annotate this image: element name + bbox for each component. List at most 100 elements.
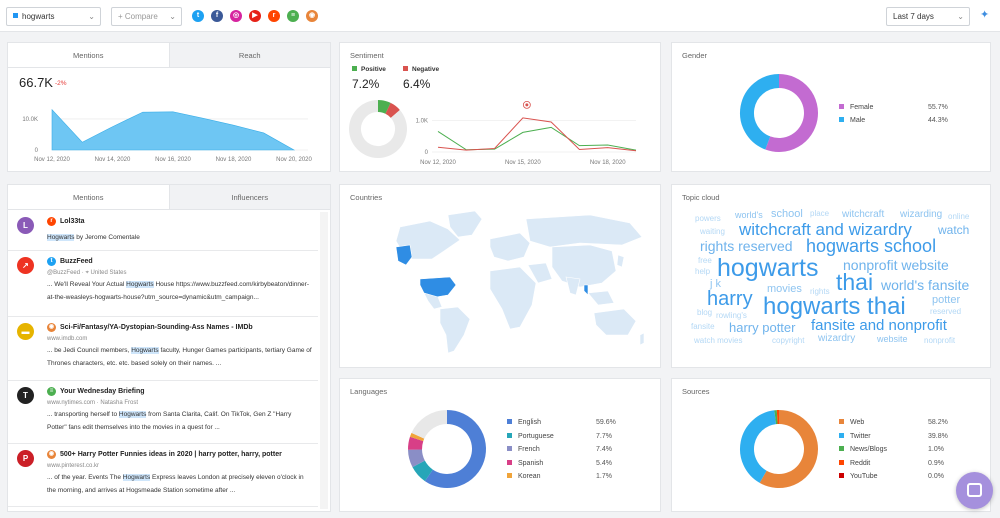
positive-legend: Positive xyxy=(352,66,386,73)
list-item[interactable]: ▬ ◉ Sci-Fi/Fantasy/YA-Dystopian-Sounding-A… xyxy=(8,317,318,381)
mention-snippet: ... be Jedi Council members, Hogwarts fa… xyxy=(47,345,312,370)
sources-legend-twitter: Twitter 39.8% xyxy=(839,432,959,440)
author-name[interactable]: Your Wednesday Briefing xyxy=(60,388,145,395)
portuguese-slice xyxy=(412,460,434,482)
card-title: Countries xyxy=(350,193,383,202)
topic-word[interactable]: wizardry xyxy=(818,333,856,344)
topic-word[interactable]: copyright xyxy=(772,336,805,345)
topic-word[interactable]: rights reserved xyxy=(700,238,793,254)
x-tick-label: Nov 14, 2020 xyxy=(95,157,131,163)
topic-word[interactable]: thai xyxy=(836,269,874,295)
topic-word[interactable]: hogwarts thai xyxy=(763,293,906,320)
keyword-highlight: Hogwarts xyxy=(122,474,151,481)
negative-value: 6.4% xyxy=(403,77,431,91)
topic-word[interactable]: free xyxy=(698,256,712,265)
topic-word[interactable]: nonprofit xyxy=(924,336,956,345)
sources-legend-web: Web 58.2% xyxy=(839,419,959,426)
negative-label: Negative xyxy=(412,66,440,73)
web-filter-icon[interactable]: ◉ xyxy=(306,10,318,22)
topic-word[interactable]: nonprofit website xyxy=(843,257,949,273)
sparkle-icon[interactable]: ✦ xyxy=(980,9,990,21)
topic-word[interactable]: blog xyxy=(697,308,713,317)
topic-word[interactable]: witchcraft xyxy=(842,209,885,220)
negative-series-line xyxy=(437,117,637,152)
instagram-filter-icon[interactable]: ◎ xyxy=(230,10,242,22)
feed-scrollbar[interactable] xyxy=(320,212,328,509)
topic-word[interactable]: harry potter xyxy=(729,320,796,335)
topic-word[interactable]: rowling's xyxy=(716,311,747,320)
mentions-total: 66.7K xyxy=(19,75,53,90)
chat-launcher-button[interactable] xyxy=(956,472,993,509)
tab-reach[interactable]: Reach xyxy=(168,43,330,67)
topic-word[interactable]: website xyxy=(877,334,908,344)
twitter-filter-icon[interactable]: t xyxy=(192,10,204,22)
legend-swatch xyxy=(839,473,844,478)
map-alaska xyxy=(395,244,413,266)
topic-word[interactable]: movies xyxy=(767,283,802,295)
list-item[interactable]: ↗ t BuzzFeed @BuzzFeed · ⌖ United States...… xyxy=(8,251,318,317)
list-item[interactable]: P ◉ 500+ Harry Potter Funnies ideas in 202… xyxy=(8,444,318,507)
topic-word[interactable]: j k xyxy=(710,278,721,290)
tab-feed-mentions[interactable]: Mentions xyxy=(8,185,169,209)
x-tick-label: Nov 18, 2020 xyxy=(590,160,626,166)
x-tick-label: Nov 20, 2020 xyxy=(276,157,312,163)
neutral-slice xyxy=(349,100,407,158)
topic-word[interactable]: wizarding xyxy=(900,209,943,220)
map-south-america xyxy=(439,306,471,354)
topic-word[interactable]: reserved xyxy=(930,307,962,316)
topic-word[interactable]: fansite xyxy=(691,322,715,331)
snippet-text: faculty, Hunger Games participants, tert… xyxy=(47,347,312,367)
keyword-highlight: Hogwarts xyxy=(118,411,147,418)
legend-value: 7.7% xyxy=(596,432,612,440)
topic-word[interactable]: world's fansite xyxy=(881,277,970,293)
topic-word[interactable]: witchcraft and wizardry xyxy=(739,220,912,239)
date-range-select[interactable]: Last 7 days ⌄ xyxy=(886,7,970,26)
tab-mentions[interactable]: Mentions xyxy=(8,43,169,67)
topic-word[interactable]: online xyxy=(948,212,970,221)
author-name[interactable]: Sci-Fi/Fantasy/YA-Dystopian-Sounding-Ass… xyxy=(60,324,253,331)
topic-word[interactable]: help xyxy=(695,267,711,276)
topic-word[interactable]: hogwarts xyxy=(717,254,819,282)
list-item[interactable]: T ≡ Your Wednesday Briefing www.nytimes.com… xyxy=(8,381,318,444)
legend-label: Reddit xyxy=(850,459,871,467)
topic-word[interactable]: hogwarts school xyxy=(806,236,937,256)
keyword-highlight: Hogwarts xyxy=(47,234,75,241)
topic-word[interactable]: watch xyxy=(938,223,970,237)
project-select[interactable]: hogwarts ⌄ xyxy=(6,7,101,26)
author-name[interactable]: BuzzFeed xyxy=(60,258,93,265)
topic-word[interactable]: world's xyxy=(735,210,763,220)
news-filter-icon[interactable]: ≡ xyxy=(287,10,299,22)
author-name[interactable]: Lol33ta xyxy=(60,218,85,225)
topic-word[interactable]: school xyxy=(771,208,803,220)
facebook-filter-icon[interactable]: f xyxy=(211,10,223,22)
feed-tabs: Mentions Influencers xyxy=(8,185,330,210)
twitter-icon: t xyxy=(47,257,56,266)
gender-donut xyxy=(740,74,818,152)
topic-word[interactable]: harry xyxy=(707,288,753,310)
compare-select[interactable]: + Compare ⌄ xyxy=(111,7,182,26)
topic-word[interactable]: powers xyxy=(695,214,721,223)
topic-word[interactable]: waiting xyxy=(700,227,725,236)
topic-word[interactable]: place xyxy=(810,209,830,218)
mention-source: www.nytimes.com · Natasha Frost xyxy=(47,400,139,406)
topic-word[interactable]: rights xyxy=(810,287,830,296)
legend-value: 7.4% xyxy=(596,446,612,453)
youtube-filter-icon[interactable]: ▶ xyxy=(249,10,261,22)
topic-word[interactable]: fansite and nonprofit xyxy=(811,317,947,334)
topic-word[interactable]: watch movies xyxy=(694,336,743,345)
x-tick-label: Nov 12, 2020 xyxy=(420,160,456,166)
y-tick-label: 0 xyxy=(35,148,39,154)
topic-word[interactable]: potter xyxy=(932,294,961,306)
tab-influencers[interactable]: Influencers xyxy=(168,185,330,209)
legend-label: Korean xyxy=(518,473,541,480)
languages-legend-english: English 59.6% xyxy=(507,419,627,426)
sources-legend-reddit: Reddit 0.9% xyxy=(839,459,959,467)
author-name[interactable]: 500+ Harry Potter Funnies ideas in 2020 … xyxy=(60,451,282,458)
legend-value: 0.0% xyxy=(928,473,944,480)
reddit-filter-icon[interactable]: r xyxy=(268,10,280,22)
languages-card: Languages English 59.6% Portuguese 7.7% Fren… xyxy=(339,378,661,512)
plus-icon: + xyxy=(118,12,125,21)
map-thailand xyxy=(583,284,589,296)
languages-legend-french: French 7.4% xyxy=(507,446,627,453)
